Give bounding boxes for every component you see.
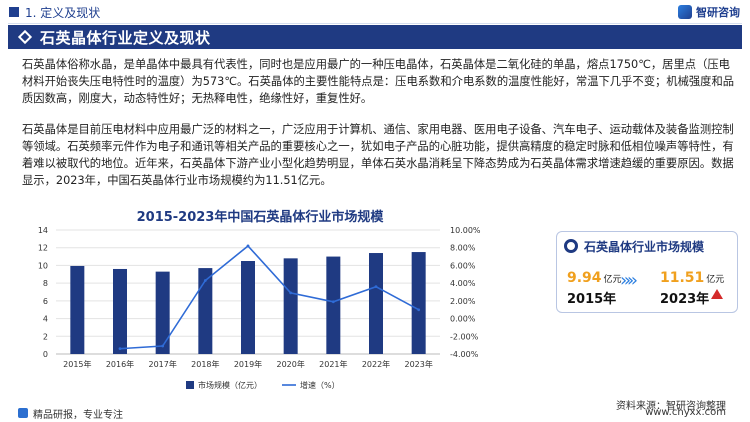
top-bar: 1. 定义及现状 智研咨询 [0,0,750,24]
paragraph-definition: 石英晶体俗称水晶，是单晶体中最具有代表性，同时也是应用最广的一种压电晶体，石英晶… [22,58,735,105]
y-right-tick-label: 2.00% [450,297,476,306]
summary-card [556,231,738,313]
y-left-tick-label: 12 [38,244,48,253]
ring-icon [564,239,578,253]
section-marker-icon [9,7,19,17]
x-tick-label: 2018年 [191,359,219,369]
growth-point [203,279,207,282]
growth-point [118,347,122,351]
y-right-tick-label: -4.00% [450,350,479,359]
x-tick-label: 2020年 [276,359,304,369]
y-right-tick-label: 0.00% [450,315,476,324]
start-year: 2015年 [567,292,617,307]
brand[interactable]: 智研咨询 [678,4,740,20]
footer: 精品研报，专业专注 www.chyxx.com [0,404,750,422]
x-tick-label: 2015年 [63,359,91,369]
end-value-number: 11.51 [660,270,705,286]
diamond-icon [17,29,33,45]
footer-logo-icon [18,408,28,418]
summary-card-header: 石英晶体行业市场规模 [558,237,736,255]
brand-logo-icon [678,5,692,19]
start-value-number: 9.94 [567,270,602,286]
end-value: 11.51 亿元 [660,270,724,286]
growth-point [161,344,165,348]
x-tick-label: 2023年 [404,359,432,369]
y-right-tick-label: 6.00% [450,261,476,270]
footer-site[interactable]: www.chyxx.com [645,407,726,418]
growth-point [417,308,421,312]
page-title: 石英晶体行业定义及现状 [40,28,211,47]
double-arrow-right-icon: »» [620,270,638,291]
y-right-tick-label: 4.00% [450,279,476,288]
bar [241,261,255,354]
bar [155,271,170,354]
y-left-tick-label: 2 [43,332,48,341]
end-value-unit: 亿元 [706,275,725,285]
end-year: 2023年 [660,292,710,307]
bar [70,265,85,354]
chart-title: 2015-2023年中国石英晶体行业市场规模 [136,210,384,225]
y-left-tick-label: 6 [43,297,48,306]
paragraph-status: 石英晶体是目前压电材料中应用最广泛的材料之一，广泛应用于计算机、通信、家用电器、… [22,123,734,187]
x-tick-label: 2016年 [106,359,134,369]
bar [198,268,213,354]
growth-point [289,291,293,295]
footer-slogan: 精品研报，专业专注 [33,409,123,421]
source-note: 资料来源：智研咨询整理 [616,401,726,412]
arrow-up-icon [711,289,723,299]
brand-name: 智研咨询 [696,6,740,19]
bar [113,268,127,354]
growth-point [246,244,250,248]
section-title: 1. 定义及现状 [25,5,101,20]
start-value: 9.94 亿元 [567,270,622,286]
growth-line [119,244,420,350]
growth-point [374,285,378,289]
y-right-tick-label: -2.00% [450,332,479,341]
bar [369,253,383,354]
summary-card-title: 石英晶体行业市场规模 [584,239,705,254]
y-left-tick-label: 0 [43,350,48,359]
y-right-tick-label: 8.00% [450,244,476,253]
legend-line-label: 增速（%） [300,380,340,390]
x-tick-label: 2017年 [148,359,176,369]
x-tick-label: 2022年 [362,359,390,369]
start-value-unit: 亿元 [603,275,622,285]
market-size-chart: 0 2 4 6 8 10 12 14 -4.00% -2.00% 0.00% 2.00% 4.00% 6.… [38,226,481,390]
x-tick-label: 2021年 [319,359,347,369]
title-banner: 石英晶体行业定义及现状 [8,25,742,49]
legend-bar-swatch [186,381,194,389]
x-tick-label: 2019年 [234,359,262,369]
bar [283,258,298,354]
growth-point [331,300,335,304]
bar [411,252,426,354]
y-left-tick-label: 10 [38,261,48,270]
legend-bar-label: 市场规模（亿元） [198,380,262,390]
top-divider [8,23,742,24]
y-left-tick-label: 14 [38,226,48,235]
bar [326,256,341,354]
y-right-tick-label: 10.00% [450,226,481,235]
y-left-tick-label: 4 [43,315,48,324]
y-left-tick-label: 8 [43,279,48,288]
